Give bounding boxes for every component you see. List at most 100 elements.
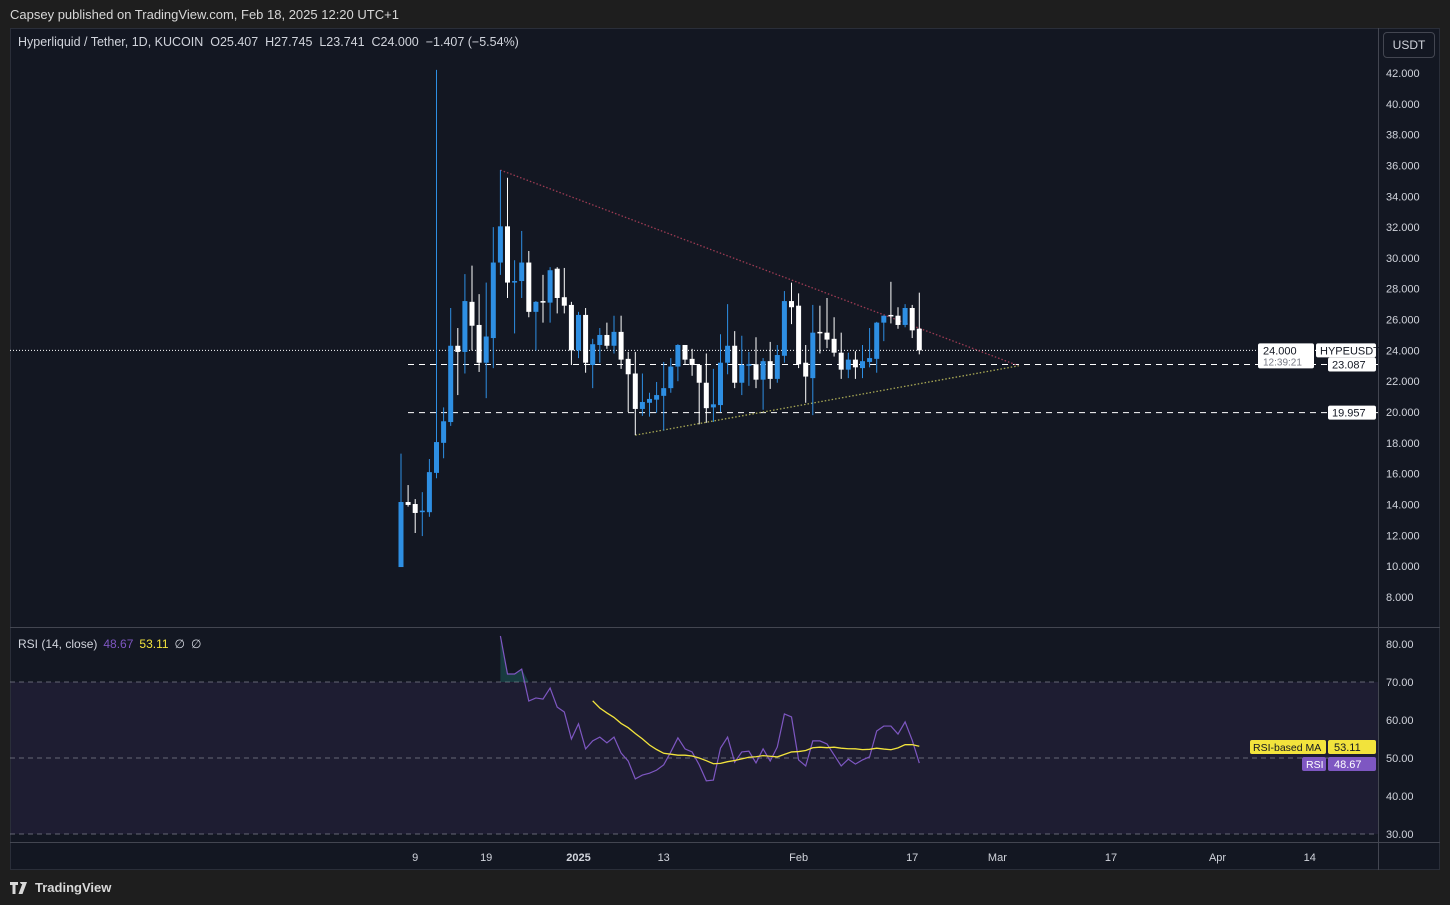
- candle: [810, 304, 816, 416]
- candle: [803, 344, 809, 403]
- ohlc-high: H27.745: [265, 35, 313, 49]
- candle: [661, 361, 667, 431]
- candle: [916, 292, 922, 355]
- candle: [611, 315, 617, 354]
- time-tick-label: Mar: [988, 852, 1007, 864]
- candle-body: [682, 344, 688, 360]
- candle: [497, 170, 503, 275]
- price-tick-label: 40.000: [1386, 99, 1420, 111]
- candle-body: [625, 358, 631, 375]
- candle: [576, 311, 581, 359]
- candle-body: [540, 301, 546, 303]
- candle-body: [590, 344, 596, 366]
- candle-body: [533, 301, 539, 312]
- price-tick-label: 8.000: [1386, 592, 1414, 604]
- time-tick-label: 14: [1304, 852, 1316, 864]
- candle-body: [710, 404, 716, 408]
- price-tick-label: 10.000: [1386, 561, 1420, 573]
- last-price-label: 24.000: [1263, 345, 1297, 357]
- candle-body: [810, 332, 816, 379]
- candle: [860, 344, 865, 379]
- published-caption: Capsey published on TradingView.com, Feb…: [10, 7, 399, 22]
- candle-body: [469, 301, 475, 326]
- logo-text: TradingView: [35, 880, 112, 895]
- resistance-trendline: [500, 169, 1019, 367]
- candle-body: [753, 364, 759, 380]
- candle: [725, 304, 731, 375]
- rsi-tag: RSI: [1306, 759, 1324, 771]
- candle: [675, 344, 681, 382]
- price-tick-label: 38.000: [1386, 130, 1420, 142]
- candle: [909, 304, 915, 339]
- rsi-ma-tag-bg: [1250, 740, 1326, 754]
- rsi-title: RSI (14, close): [18, 637, 98, 651]
- candle: [519, 230, 525, 298]
- support-trendline: [635, 365, 1019, 436]
- candle: [434, 69, 439, 479]
- candle-body: [760, 361, 766, 380]
- currency-button[interactable]: USDT: [1383, 32, 1435, 58]
- symbol-title: Hyperliquid / Tether, 1D, KUCOIN: [18, 35, 204, 49]
- candle-body: [703, 382, 709, 409]
- candle-body: [774, 355, 780, 379]
- candle: [632, 351, 638, 436]
- rsi-value-bg: [1328, 757, 1376, 771]
- rsi-value-tag: 48.67: [1334, 759, 1362, 771]
- bar-countdown: 12:39:21: [1263, 357, 1302, 368]
- candle-body: [661, 388, 667, 396]
- candle: [696, 365, 702, 425]
- candle-body: [405, 502, 411, 505]
- candle: [625, 351, 631, 413]
- candle: [554, 267, 560, 314]
- candle: [781, 291, 787, 363]
- price-tick-label: 24.000: [1386, 345, 1420, 357]
- candle: [405, 485, 411, 507]
- rsi-tick-label: 40.00: [1386, 791, 1414, 803]
- candle-body: [675, 344, 681, 367]
- price-tick-label: 36.000: [1386, 160, 1420, 172]
- price-tick-label: 42.000: [1386, 68, 1420, 80]
- candle-body: [583, 314, 589, 363]
- rsi-option-1[interactable]: ∅: [174, 637, 185, 651]
- candle: [710, 368, 716, 423]
- candle: [732, 331, 738, 389]
- candle-body: [916, 328, 922, 351]
- candle-body: [696, 365, 702, 383]
- candle-body: [639, 402, 645, 409]
- candle: [789, 282, 794, 325]
- candle: [505, 177, 510, 298]
- level-price-tag: 23.087: [1332, 359, 1366, 371]
- candle: [852, 351, 858, 379]
- tradingview-logo-icon: [10, 881, 27, 894]
- price-tick-label: 18.000: [1386, 438, 1420, 450]
- candle-body: [860, 361, 865, 369]
- candle-body: [568, 304, 574, 351]
- symbol-legend: Hyperliquid / Tether, 1D, KUCOIN O25.407…: [18, 35, 519, 49]
- candle-body: [611, 331, 617, 346]
- candle: [881, 315, 887, 342]
- candle: [796, 293, 802, 369]
- candle: [647, 392, 652, 417]
- candle-body: [888, 314, 894, 317]
- candle-body: [895, 315, 901, 325]
- candle-body: [668, 366, 674, 389]
- tradingview-logo[interactable]: TradingView: [10, 880, 111, 895]
- candle-body: [483, 336, 489, 363]
- candle: [526, 250, 532, 318]
- candle: [682, 344, 688, 366]
- candle-body: [689, 358, 695, 366]
- rsi-tick-label: 60.00: [1386, 715, 1414, 727]
- candle-body: [398, 502, 404, 568]
- time-tick-label: 2025: [566, 852, 590, 864]
- candle-body: [647, 398, 652, 403]
- rsi-option-2[interactable]: ∅: [190, 637, 202, 651]
- candle-body: [852, 359, 858, 368]
- candle: [703, 353, 709, 423]
- rsi-tick-label: 70.00: [1386, 677, 1414, 689]
- rsi-tick-label: 50.00: [1386, 753, 1414, 765]
- candle-body: [881, 315, 887, 323]
- candle-body: [434, 442, 439, 473]
- candle-body: [448, 345, 454, 423]
- rsi-ma-value-tag: 53.11: [1334, 742, 1361, 754]
